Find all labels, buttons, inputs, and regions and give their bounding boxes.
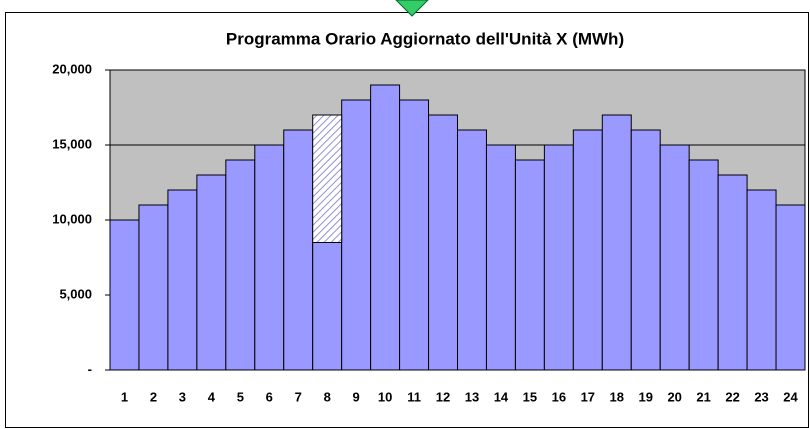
- x-tick-label: 16: [552, 389, 566, 404]
- x-tick-label: 20: [667, 389, 681, 404]
- bar: [659, 144, 690, 371]
- x-tick-label: 7: [295, 389, 302, 404]
- x-tick-label: 14: [494, 389, 509, 404]
- y-tick-label: 15,000: [52, 136, 92, 151]
- x-tick-label: 13: [465, 389, 479, 404]
- bar: [138, 204, 169, 371]
- x-tick-label: 23: [754, 389, 768, 404]
- bar: [572, 129, 603, 371]
- marker: [395, 0, 429, 17]
- bar: [688, 159, 719, 371]
- bar: [341, 99, 372, 371]
- y-tick-label: -: [88, 361, 92, 376]
- bar: [457, 129, 487, 371]
- x-tick-label: 4: [208, 389, 216, 404]
- bar: [717, 174, 748, 371]
- x-tick-label: 1: [121, 389, 128, 404]
- x-tick-label: 22: [725, 389, 739, 404]
- bar: [370, 84, 401, 371]
- x-tick-label: 15: [523, 389, 537, 404]
- x-tick-label: 3: [179, 389, 186, 404]
- x-tick-label: 8: [324, 389, 331, 404]
- x-tick-label: 2: [150, 389, 157, 404]
- bar: [109, 219, 140, 371]
- bar: [485, 144, 516, 371]
- bar: [775, 204, 806, 371]
- y-tick-label: 10,000: [52, 211, 92, 226]
- bar: [601, 114, 632, 371]
- bar: [225, 159, 256, 371]
- bar: [399, 99, 430, 371]
- bar: [543, 144, 574, 371]
- x-tick-label: 11: [407, 389, 421, 404]
- bar: [428, 114, 458, 371]
- x-tick-label: 21: [696, 389, 710, 404]
- bar: [167, 189, 198, 371]
- x-tick-label: 6: [266, 389, 273, 404]
- chart-title: Programma Orario Aggiornato dell'Unità X…: [226, 29, 624, 48]
- x-tick-label: 24: [783, 389, 798, 404]
- bar: [283, 129, 314, 371]
- y-tick-label: 20,000: [52, 61, 92, 76]
- bar: [196, 174, 227, 371]
- x-tick-label: 10: [378, 389, 392, 404]
- bar: [630, 129, 661, 371]
- x-tick-label: 12: [436, 389, 450, 404]
- y-tick-label: 5,000: [59, 286, 92, 301]
- x-tick-label: 19: [638, 389, 652, 404]
- bar: [746, 189, 777, 371]
- x-tick-label: 9: [353, 389, 360, 404]
- plot-border: [109, 69, 806, 371]
- bar: [312, 114, 343, 243]
- bar: [514, 159, 545, 371]
- bar: [312, 242, 343, 371]
- bar: [254, 144, 285, 371]
- x-tick-label: 5: [237, 389, 244, 404]
- x-tick-label: 18: [610, 389, 624, 404]
- x-tick-label: 17: [581, 389, 595, 404]
